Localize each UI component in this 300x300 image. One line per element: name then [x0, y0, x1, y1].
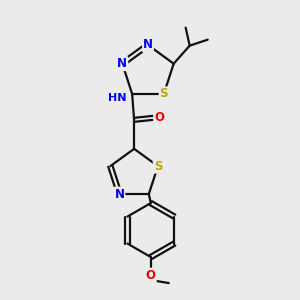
Text: N: N: [114, 188, 124, 201]
Text: S: S: [160, 87, 168, 100]
Text: O: O: [154, 111, 164, 124]
Text: N: N: [117, 57, 127, 70]
Text: N: N: [143, 38, 153, 52]
Text: HN: HN: [108, 93, 126, 103]
Text: O: O: [146, 268, 156, 282]
Text: S: S: [154, 160, 162, 172]
